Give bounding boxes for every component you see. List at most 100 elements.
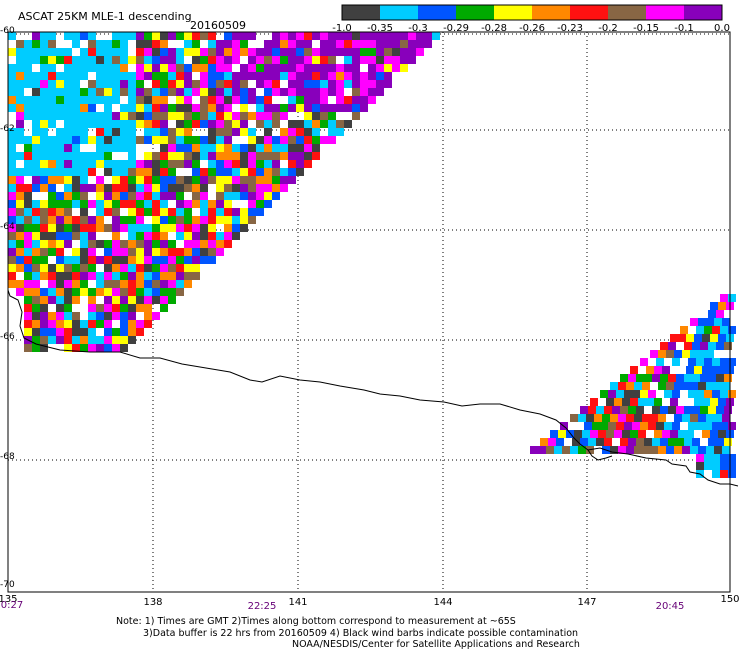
data-cell [104,40,112,48]
data-cell [144,136,152,144]
data-cell [288,40,296,48]
data-cell [128,56,136,64]
data-cell [152,240,160,248]
data-cell [720,294,728,302]
data-cell [360,96,368,104]
data-cell [48,136,56,144]
data-cell [40,184,48,192]
data-cell [288,80,296,88]
data-cell [634,414,642,422]
data-cell [128,144,136,152]
data-cell [144,232,152,240]
data-cell [682,382,690,390]
data-cell [352,88,360,96]
data-cell [280,40,288,48]
data-cell [192,152,200,160]
colorbar-swatch [646,5,684,20]
data-cell [296,88,304,96]
data-cell [706,446,714,454]
data-cell [120,176,128,184]
data-cell [120,32,128,40]
data-cell [240,184,248,192]
data-cell [16,224,24,232]
data-cell [176,64,184,72]
data-cell [48,144,56,152]
data-cell [112,192,120,200]
data-cell [328,128,336,136]
data-cell [256,64,264,72]
data-cell [232,160,240,168]
data-cell [32,248,40,256]
data-cell [586,414,594,422]
data-cell [144,152,152,160]
data-cell [662,430,670,438]
data-cell [24,240,32,248]
data-cell [152,224,160,232]
data-cell [264,128,272,136]
data-cell [32,144,40,152]
data-cell [48,200,56,208]
data-cell [216,192,224,200]
data-cell [88,120,96,128]
data-cell [296,56,304,64]
data-cell [48,176,56,184]
data-cell [666,350,674,358]
data-cell [312,104,320,112]
data-cell [144,48,152,56]
data-cell [280,88,288,96]
data-cell [64,32,72,40]
data-cell [264,120,272,128]
data-cell [168,240,176,248]
data-cell [304,136,312,144]
data-cell [232,184,240,192]
data-cell [40,248,48,256]
data-cell [144,200,152,208]
data-cell [312,112,320,120]
data-cell [40,304,48,312]
data-cell [72,168,80,176]
data-cell [666,446,674,454]
data-cell [160,152,168,160]
data-cell [160,192,168,200]
data-cell [606,430,614,438]
data-cell [312,72,320,80]
data-cell [288,56,296,64]
data-cell [664,390,672,398]
data-cell [208,32,216,40]
data-cell [304,56,312,64]
data-cell [96,40,104,48]
data-cell [684,406,692,414]
data-cell [280,56,288,64]
colorbar-swatch [570,5,608,20]
data-cell [240,168,248,176]
data-cell [96,176,104,184]
data-cell [64,96,72,104]
data-cell [96,208,104,216]
data-cell [728,422,736,430]
data-cell [224,80,232,88]
data-cell [80,120,88,128]
data-cell [296,168,304,176]
data-cell [176,128,184,136]
data-cell [248,96,256,104]
plot-frame [7,31,731,593]
data-cell [128,216,136,224]
data-cell [232,120,240,128]
data-cell [40,88,48,96]
data-cell [32,32,40,40]
data-cell [192,40,200,48]
data-cell [720,470,728,478]
data-cell [136,200,144,208]
data-cell [40,80,48,88]
data-cell [216,176,224,184]
data-cell [80,272,88,280]
data-cell [160,48,168,56]
data-cell [128,272,136,280]
data-cell [304,128,312,136]
data-cell [112,336,120,344]
data-cell [96,272,104,280]
data-cell [88,272,96,280]
coastline [7,289,739,487]
data-cell [208,240,216,248]
data-cell [160,104,168,112]
